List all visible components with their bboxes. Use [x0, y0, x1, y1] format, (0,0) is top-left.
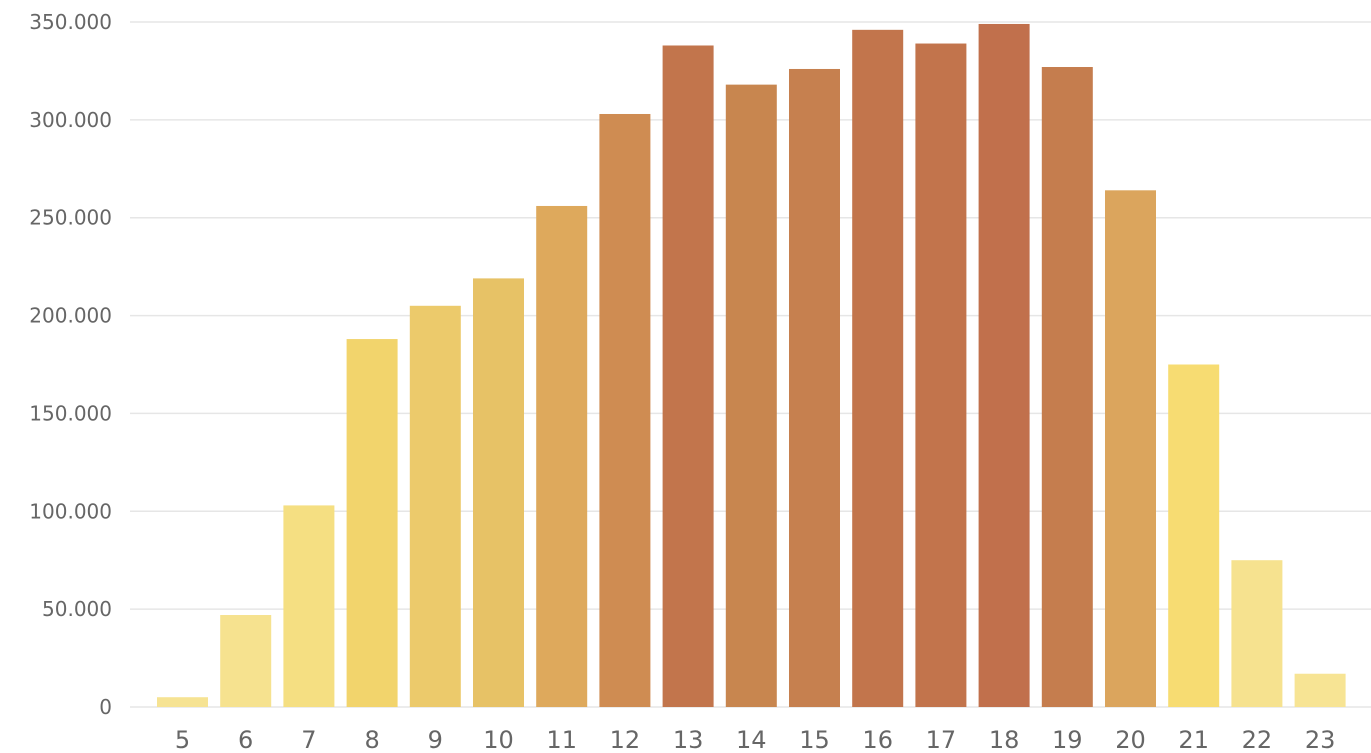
bar-6: [220, 615, 272, 707]
x-tick-label: 13: [673, 726, 704, 753]
x-tick-label: 14: [736, 726, 767, 753]
x-tick-label: 9: [428, 726, 443, 753]
bar-9: [409, 305, 461, 707]
bar-14: [725, 84, 777, 707]
x-tick-label: 15: [799, 726, 830, 753]
x-tick-label: 6: [238, 726, 253, 753]
bar-18: [978, 23, 1030, 707]
x-tick-label: 19: [1052, 726, 1083, 753]
bar-22: [1231, 560, 1283, 707]
bar-19: [1041, 67, 1093, 707]
bar-13: [662, 45, 714, 708]
bar-10: [473, 278, 524, 707]
bar-5: [157, 697, 208, 707]
y-tick-label: 250.000: [29, 206, 112, 230]
bar-12: [599, 113, 651, 708]
x-tick-label: 21: [1178, 726, 1209, 753]
bar-11: [536, 205, 588, 707]
x-tick-label: 17: [926, 726, 957, 753]
y-tick-label: 200.000: [29, 304, 112, 328]
x-tick-label: 10: [483, 726, 514, 753]
y-axis-ticks: 0 50.000 100.000 150.000 200.000 250.000 300.0…: [29, 10, 112, 719]
x-tick-label: 20: [1115, 726, 1146, 753]
bar-23: [1294, 673, 1346, 707]
bar-17: [915, 43, 967, 707]
y-tick-label: 50.000: [42, 597, 112, 621]
bar-16: [852, 29, 904, 707]
x-tick-label: 7: [301, 726, 316, 753]
x-tick-label: 16: [862, 726, 893, 753]
bar-21: [1168, 364, 1220, 707]
x-tick-label: 22: [1242, 726, 1273, 753]
bar-20: [1105, 190, 1156, 707]
bar-7: [283, 505, 335, 707]
bars: [157, 23, 1346, 708]
y-tick-label: 100.000: [29, 499, 112, 523]
y-tick-label: 350.000: [29, 10, 112, 34]
x-axis-ticks: 5 6 7 8 9 10 11 12 13 14 15 16 17 18 19 20 21 22 23: [175, 726, 1336, 753]
y-tick-label: 150.000: [29, 401, 112, 425]
bar-15: [789, 68, 840, 708]
y-tick-label: 0: [99, 695, 112, 719]
x-tick-label: 11: [546, 726, 577, 753]
x-tick-label: 8: [364, 726, 379, 753]
x-tick-label: 23: [1305, 726, 1336, 753]
x-tick-label: 18: [989, 726, 1020, 753]
x-tick-label: 5: [175, 726, 190, 753]
bar-8: [346, 339, 398, 707]
y-tick-label: 300.000: [29, 108, 112, 132]
x-tick-label: 12: [610, 726, 641, 753]
